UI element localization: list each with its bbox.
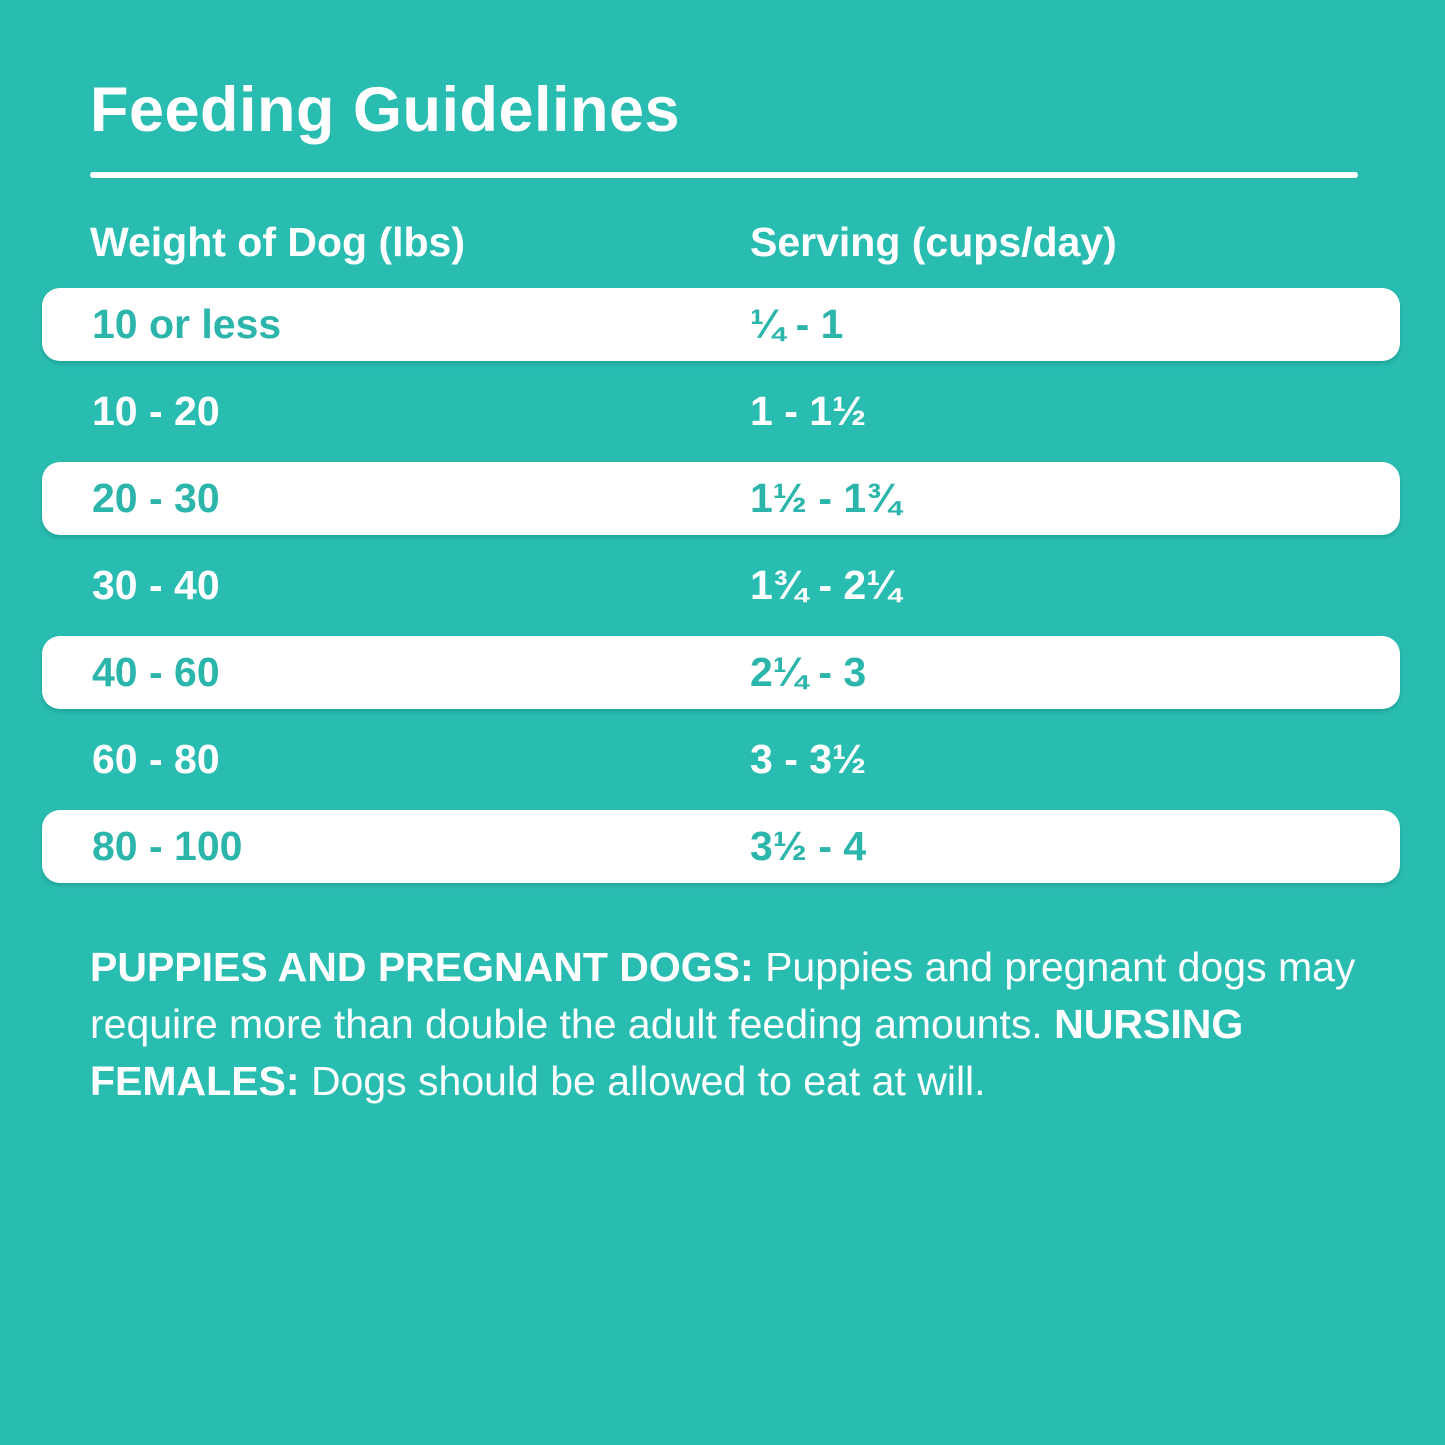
weight-cell: 80 - 100 xyxy=(92,823,243,869)
table-row: 20 - 30 1½ - 1¾ xyxy=(42,462,1400,535)
footnote: PUPPIES AND PREGNANT DOGS: Puppies and p… xyxy=(90,939,1380,1110)
weight-cell: 10 - 20 xyxy=(92,388,220,434)
table-row: 10 - 20 1 - 1½ xyxy=(0,368,1445,455)
weight-cell: 30 - 40 xyxy=(92,562,220,608)
title-divider xyxy=(90,172,1358,178)
weight-cell: 60 - 80 xyxy=(92,736,220,782)
serving-cell: 1 - 1½ xyxy=(750,388,867,434)
footnote-label-puppies: PUPPIES AND PREGNANT DOGS: xyxy=(90,944,754,990)
serving-cell: 1½ - 1¾ xyxy=(750,475,901,521)
weight-cell: 10 or less xyxy=(92,301,282,347)
column-header-weight: Weight of Dog (lbs) xyxy=(90,219,466,265)
serving-cell: 1¾ - 2¼ xyxy=(750,562,901,608)
weight-cell: 40 - 60 xyxy=(92,649,220,695)
weight-cell: 20 - 30 xyxy=(92,475,220,521)
serving-cell: ¼ - 1 xyxy=(750,301,844,347)
footnote-text-puppies: Puppies and pregnant dogs may require mo… xyxy=(90,944,1356,1047)
serving-cell: 3½ - 4 xyxy=(750,823,867,869)
page-title: Feeding Guidelines xyxy=(90,75,681,145)
table-row: 60 - 80 3 - 3½ xyxy=(0,716,1445,803)
footnote-label-nursing: NURSING FEMALES: xyxy=(90,1001,1244,1104)
table-row: 80 - 100 3½ - 4 xyxy=(42,810,1400,883)
serving-cell: 2¼ - 3 xyxy=(750,649,867,695)
table-row: 10 or less ¼ - 1 xyxy=(42,288,1400,361)
table-row: 30 - 40 1¾ - 2¼ xyxy=(0,542,1445,629)
footnote-text-nursing: Dogs should be allowed to eat at will. xyxy=(299,1058,986,1104)
table-row: 40 - 60 2¼ - 3 xyxy=(42,636,1400,709)
feeding-table: 10 or less ¼ - 1 10 - 20 1 - 1½ 20 - 30 … xyxy=(0,288,1445,883)
table-header-row: Weight of Dog (lbs) Serving (cups/day) xyxy=(0,218,1445,266)
serving-cell: 3 - 3½ xyxy=(750,736,867,782)
column-header-serving: Serving (cups/day) xyxy=(750,219,1117,265)
